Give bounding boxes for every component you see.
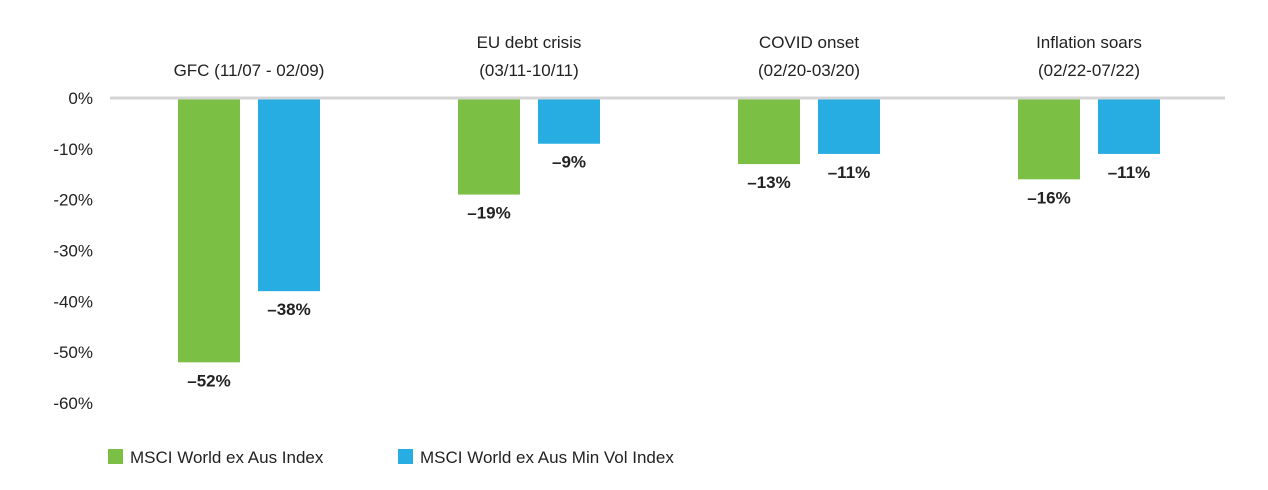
category-label: GFC (11/07 - 02/09) xyxy=(174,61,325,80)
y-tick-label: -50% xyxy=(53,343,93,362)
data-label: –52% xyxy=(187,371,230,390)
category-label: (02/22-07/22) xyxy=(1038,61,1140,80)
category-label: COVID onset xyxy=(759,33,859,52)
legend-swatch xyxy=(108,449,123,464)
data-label: –9% xyxy=(552,153,586,172)
bar-index xyxy=(458,99,520,195)
y-tick-label: -40% xyxy=(53,292,93,311)
legend-label: MSCI World ex Aus Min Vol Index xyxy=(420,448,674,467)
y-tick-label: -20% xyxy=(53,191,93,210)
y-tick-label: -60% xyxy=(53,394,93,413)
bar-min-vol xyxy=(1098,99,1160,154)
data-label: –16% xyxy=(1027,188,1070,207)
category-label: (03/11-10/11) xyxy=(479,61,579,80)
y-tick-label: -10% xyxy=(53,140,93,159)
bar-min-vol xyxy=(818,99,880,154)
legend-label: MSCI World ex Aus Index xyxy=(130,448,324,467)
bar-index xyxy=(1018,99,1080,180)
category-label: Inflation soars xyxy=(1036,33,1142,52)
y-tick-label: 0% xyxy=(68,89,93,108)
bar-min-vol xyxy=(258,99,320,292)
legend-swatch xyxy=(398,449,413,464)
bar-min-vol xyxy=(538,99,600,144)
y-tick-label: -30% xyxy=(53,241,93,260)
data-label: –13% xyxy=(747,173,790,192)
data-label: –11% xyxy=(1108,163,1151,182)
zero-gridline xyxy=(110,96,1225,100)
category-label: EU debt crisis xyxy=(477,33,582,52)
category-label: (02/20-03/20) xyxy=(758,61,860,80)
data-label: –11% xyxy=(828,163,871,182)
data-label: –19% xyxy=(467,204,510,223)
data-label: –38% xyxy=(267,300,310,319)
bar-index xyxy=(178,99,240,363)
bar-index xyxy=(738,99,800,165)
